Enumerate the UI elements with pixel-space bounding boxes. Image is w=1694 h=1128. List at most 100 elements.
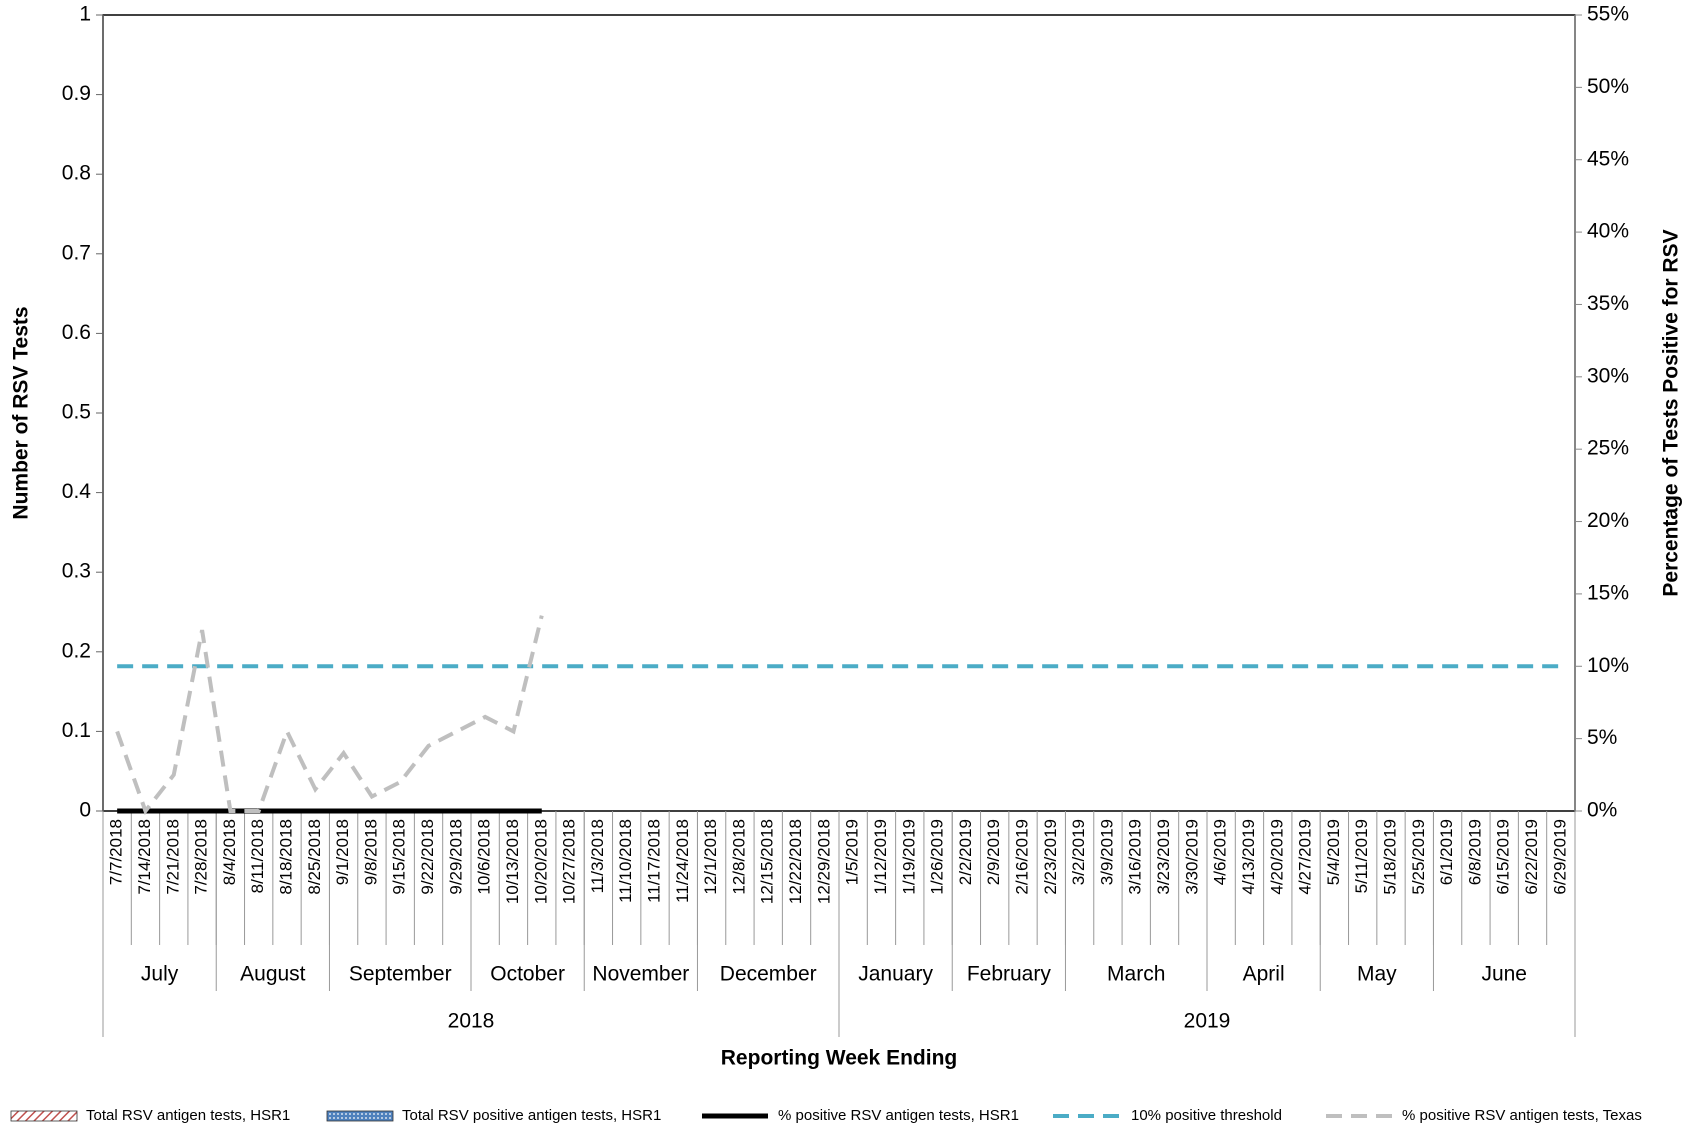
x-tick-label: 1/5/2019	[843, 819, 862, 885]
y-tick-label: 0.7	[62, 241, 91, 264]
y-axis-title: Number of RSV Tests	[10, 306, 33, 519]
x-tick-label: 5/4/2019	[1324, 819, 1343, 885]
x-tick-label: 6/15/2019	[1494, 819, 1513, 895]
y-tick-label: 0	[79, 799, 91, 822]
month-label: September	[349, 963, 452, 986]
y-tick-label: 0.4	[62, 480, 92, 503]
x-tick-label: 6/8/2019	[1465, 819, 1484, 885]
year-label: 2018	[448, 1010, 495, 1033]
x-tick-label: 11/24/2018	[673, 819, 692, 903]
month-label: January	[858, 963, 933, 986]
year-label: 2019	[1184, 1010, 1231, 1033]
month-label: June	[1481, 963, 1527, 986]
x-tick-label: 4/6/2019	[1211, 819, 1230, 885]
x-tick-label: 12/29/2018	[814, 819, 833, 904]
month-label: July	[141, 963, 179, 986]
legend-label: Total RSV positive antigen tests, HSR1	[402, 1107, 661, 1124]
x-tick-label: 2/23/2019	[1041, 819, 1060, 895]
y-tick-label: 0.5	[62, 401, 91, 424]
x-tick-label: 5/11/2019	[1352, 819, 1371, 893]
x-tick-label: 9/1/2018	[333, 819, 352, 885]
x-tick-label: 1/12/2019	[871, 819, 890, 895]
legend-label: % positive RSV antigen tests, Texas	[1402, 1107, 1642, 1124]
x-tick-label: 10/27/2018	[560, 819, 579, 904]
plot-frame	[102, 14, 1576, 812]
month-label: April	[1243, 963, 1285, 986]
x-tick-label: 11/10/2018	[616, 819, 635, 903]
x-tick-label: 3/16/2019	[1126, 819, 1145, 895]
x-tick-label: 2/2/2019	[956, 819, 975, 885]
month-label: May	[1357, 963, 1397, 986]
y2-tick-label: 30%	[1587, 364, 1629, 387]
legend-label: % positive RSV antigen tests, HSR1	[778, 1107, 1019, 1124]
legend-label: 10% positive threshold	[1131, 1107, 1282, 1124]
month-label: February	[967, 963, 1052, 986]
x-tick-label: 12/8/2018	[729, 819, 748, 895]
month-label: March	[1107, 963, 1165, 986]
x-tick-label: 6/29/2019	[1550, 819, 1569, 895]
y-tick-label: 0.1	[62, 719, 91, 742]
x-tick-label: 9/22/2018	[418, 819, 437, 895]
y2-tick-label: 45%	[1587, 147, 1629, 170]
x-tick-label: 4/20/2019	[1267, 819, 1286, 895]
x-tick-label: 10/20/2018	[531, 819, 550, 904]
x-tick-label: 2/16/2019	[1012, 819, 1031, 895]
y2-tick-label: 15%	[1587, 581, 1629, 604]
y-tick-label: 0.6	[62, 321, 91, 344]
y2-tick-label: 50%	[1587, 75, 1629, 98]
x-tick-label: 5/25/2019	[1409, 819, 1428, 895]
y2-tick-label: 10%	[1587, 654, 1629, 677]
month-label: November	[592, 963, 689, 986]
x-tick-label: 7/21/2018	[163, 819, 182, 895]
legend-swatch	[326, 1110, 394, 1122]
y2-tick-label: 40%	[1587, 220, 1629, 243]
y2-tick-label: 0%	[1587, 799, 1617, 822]
x-tick-label: 8/18/2018	[276, 819, 295, 895]
y-tick-label: 0.8	[62, 162, 91, 185]
x-tick-label: 3/23/2019	[1154, 819, 1173, 895]
x-tick-label: 11/17/2018	[644, 819, 663, 903]
x-tick-label: 12/15/2018	[758, 819, 777, 904]
x-tick-label: 3/30/2019	[1182, 819, 1201, 895]
month-label: December	[720, 963, 817, 986]
y2-tick-label: 35%	[1587, 292, 1629, 315]
y-tick-label: 0.2	[62, 639, 91, 662]
x-tick-label: 9/8/2018	[361, 819, 380, 885]
y2-tick-label: 25%	[1587, 437, 1629, 460]
x-tick-label: 8/25/2018	[305, 819, 324, 895]
x-tick-label: 7/14/2018	[135, 819, 154, 895]
month-label: August	[240, 963, 306, 986]
legend-swatch	[10, 1110, 78, 1122]
x-tick-label: 1/26/2019	[928, 819, 947, 895]
month-label: October	[490, 963, 565, 986]
x-tick-label: 1/19/2019	[899, 819, 918, 895]
x-tick-label: 7/28/2018	[192, 819, 211, 895]
legend-label: Total RSV antigen tests, HSR1	[86, 1107, 290, 1124]
x-tick-label: 9/15/2018	[390, 819, 409, 895]
x-tick-label: 6/1/2019	[1437, 819, 1456, 885]
y-tick-label: 1	[79, 3, 91, 26]
x-tick-label: 5/18/2019	[1380, 819, 1399, 895]
x-tick-label: 10/13/2018	[503, 819, 522, 904]
x-tick-label: 3/2/2019	[1069, 819, 1088, 885]
y2-axis-title: Percentage of Tests Positive for RSV	[1660, 229, 1683, 596]
x-tick-label: 3/9/2019	[1097, 819, 1116, 885]
y2-tick-label: 55%	[1587, 3, 1629, 26]
x-tick-label: 10/6/2018	[475, 819, 494, 895]
x-tick-label: 4/27/2019	[1296, 819, 1315, 895]
y-tick-label: 0.9	[62, 82, 91, 105]
line-series	[115, 615, 544, 816]
x-tick-label: 7/7/2018	[107, 819, 126, 885]
x-tick-label: 2/9/2019	[984, 819, 1003, 885]
x-tick-label: 12/1/2018	[701, 819, 720, 895]
x-tick-label: 4/13/2019	[1239, 819, 1258, 895]
x-tick-label: 8/11/2018	[248, 819, 267, 893]
y2-tick-label: 20%	[1587, 509, 1629, 532]
x-axis-title: Reporting Week Ending	[721, 1047, 957, 1070]
y2-tick-label: 5%	[1587, 726, 1617, 749]
y-tick-label: 0.3	[62, 560, 91, 583]
x-tick-label: 6/22/2019	[1522, 819, 1541, 895]
x-tick-label: 8/4/2018	[220, 819, 239, 885]
